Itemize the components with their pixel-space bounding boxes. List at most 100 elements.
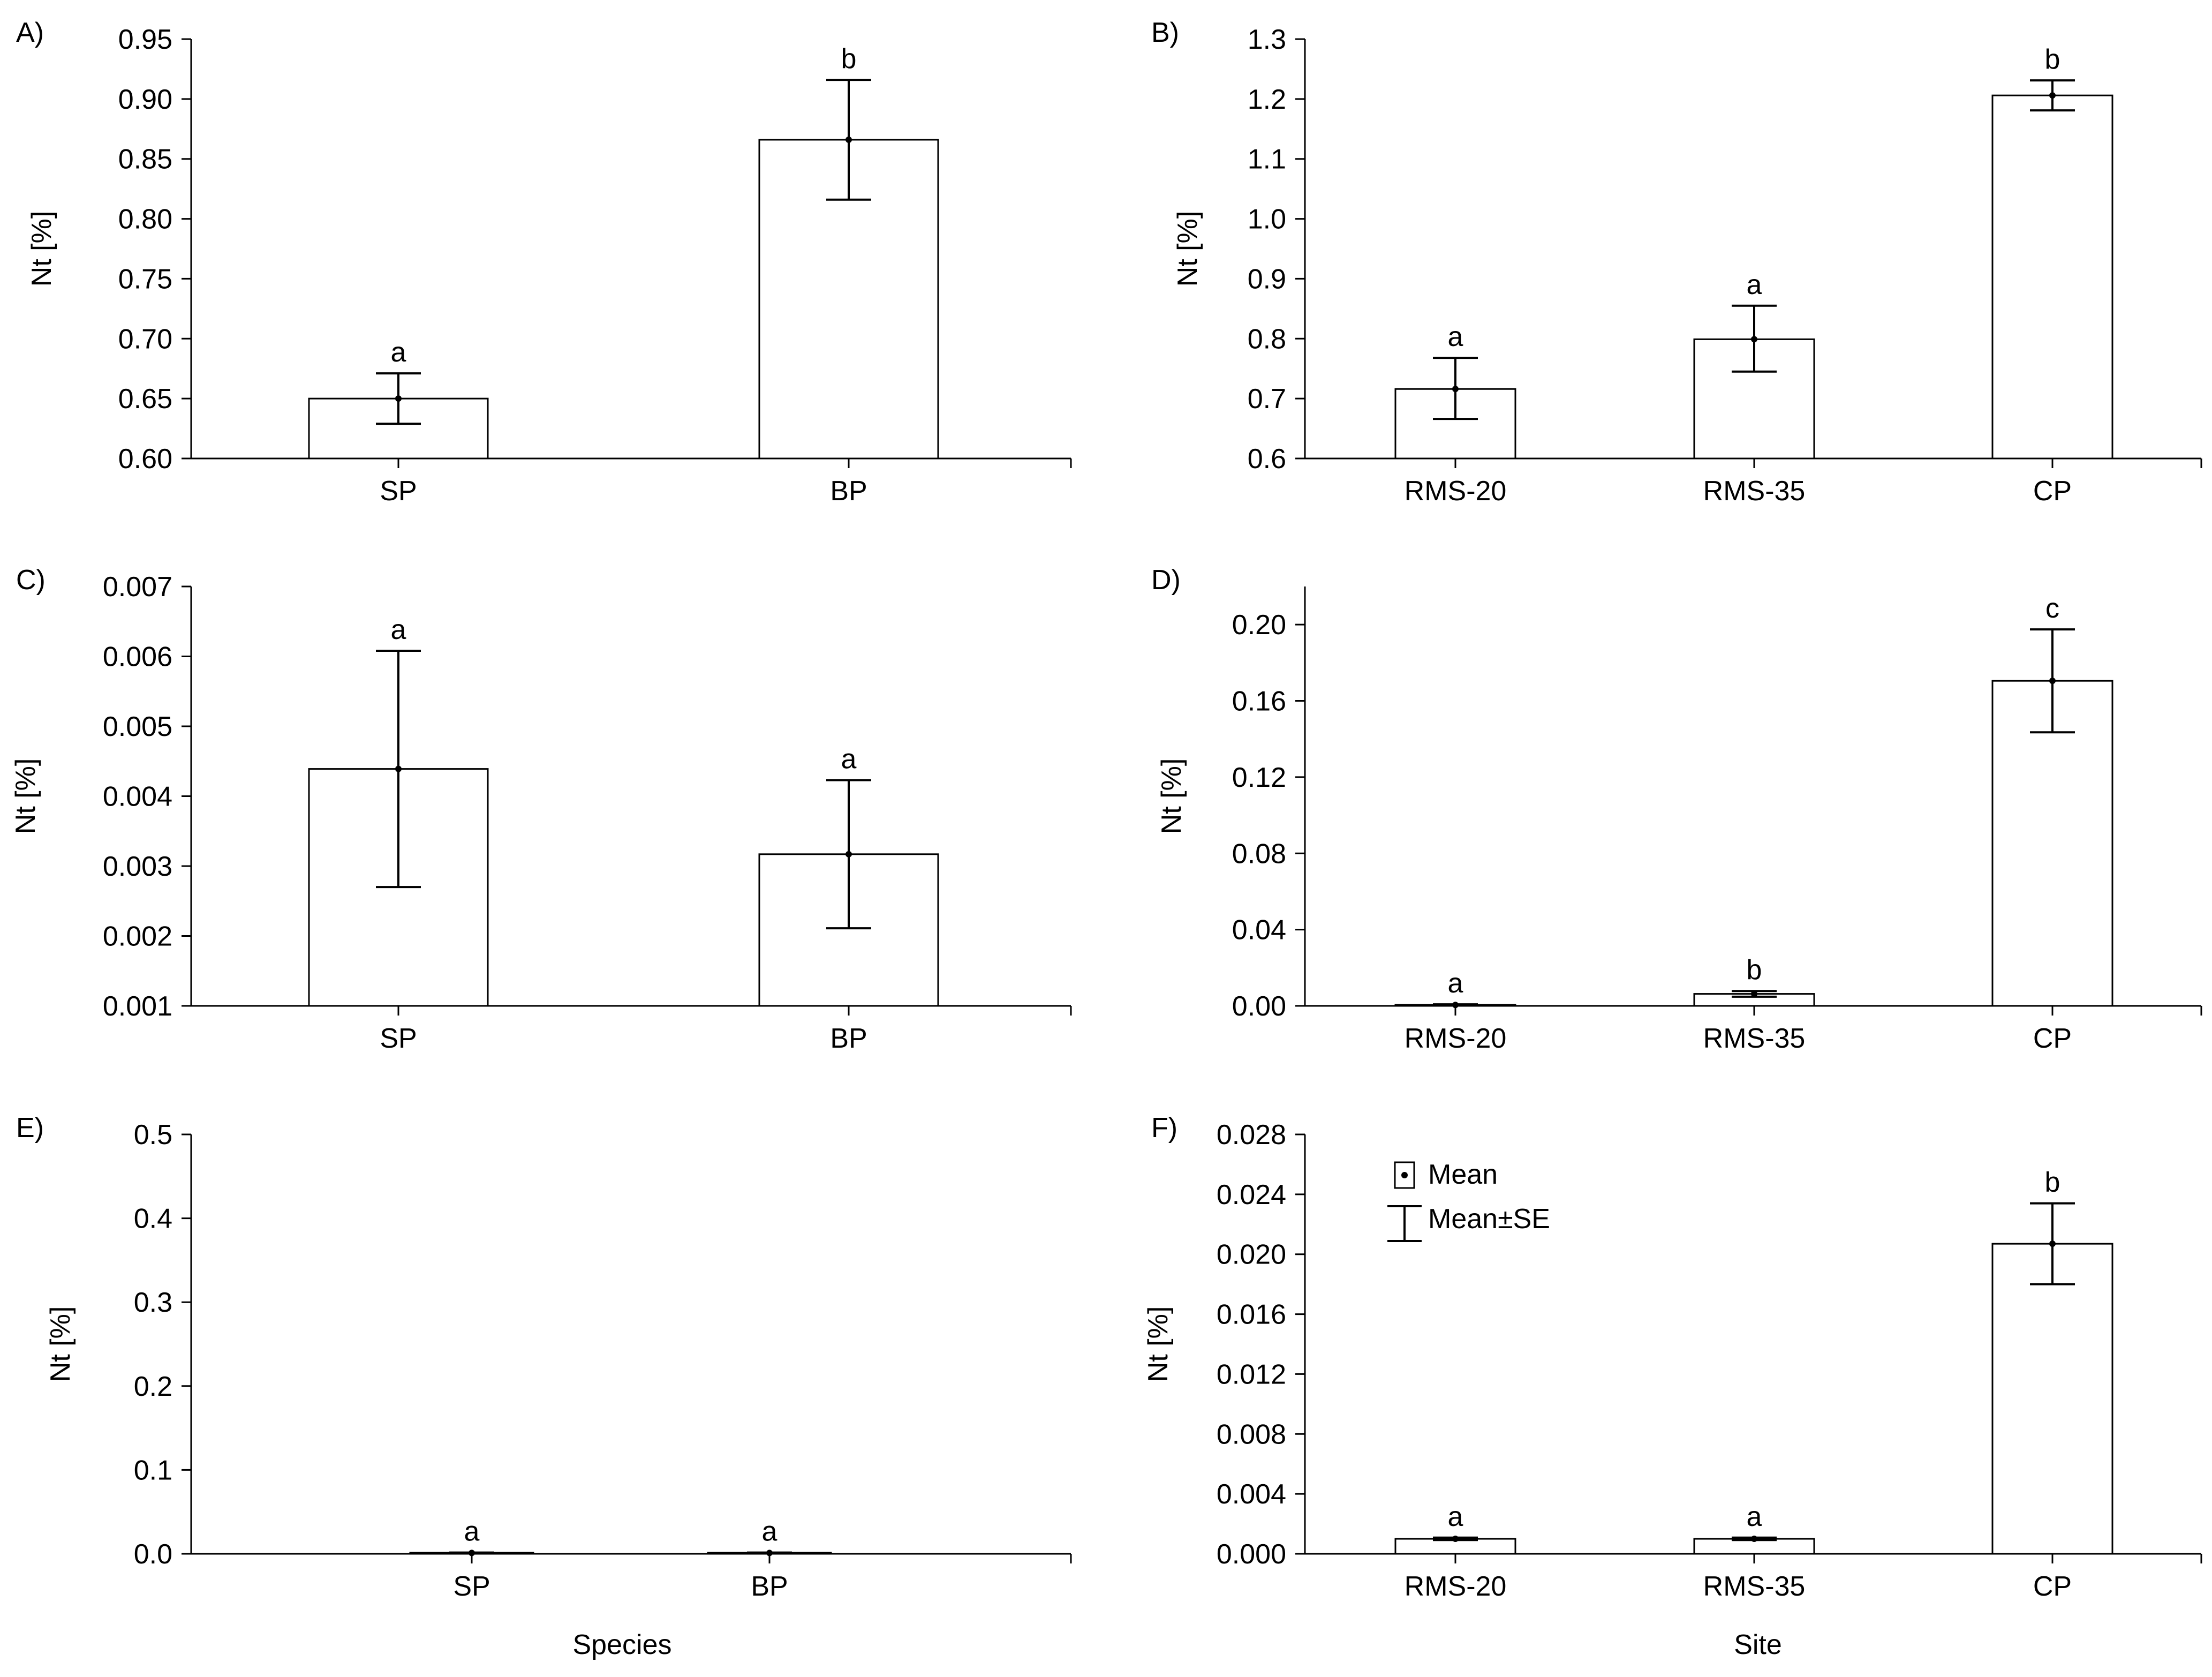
mean-point-cp bbox=[2049, 92, 2056, 99]
mean-point-sp bbox=[395, 395, 402, 402]
y-tick-label: 0.3 bbox=[134, 1287, 172, 1318]
x-tick-label-sp: SP bbox=[380, 1023, 417, 1054]
chart-panel-c: C) 0.001 0.002 0.003 0.004 0.005 0.006 0.007 Nt … bbox=[10, 565, 1072, 1054]
x-tick-label-rms-35: RMS-35 bbox=[1703, 1023, 1806, 1054]
y-tick-label: 0.020 bbox=[1217, 1239, 1286, 1270]
mean-point-bp bbox=[845, 136, 852, 143]
mean-point-rms-20 bbox=[1452, 386, 1459, 393]
legend-mean-se-label: Mean±SE bbox=[1428, 1204, 1550, 1235]
significance-letter-bp: a bbox=[841, 743, 857, 774]
y-tick-label: 0.5 bbox=[134, 1119, 172, 1150]
significance-letter-sp: a bbox=[464, 1516, 480, 1547]
significance-letter-cp: c bbox=[2045, 593, 2059, 624]
panel-label: A) bbox=[16, 17, 44, 48]
chart-panel-b: B) 0.6 0.7 0.8 0.9 1.0 1.1 1.2 1.3 Nt [%] a RMS-20 a… bbox=[1151, 17, 2202, 507]
y-tick-label: 0.8 bbox=[1248, 324, 1286, 355]
y-tick-label: 0.00 bbox=[1232, 991, 1286, 1022]
y-axis-title: Nt [%] bbox=[1172, 211, 1203, 287]
panel-label: C) bbox=[16, 565, 46, 596]
chart-panel-d: D) 0.00 0.04 0.08 0.12 0.16 0.20 Nt [%] a RMS-20 b… bbox=[1151, 565, 2202, 1054]
y-tick-label: 0.005 bbox=[103, 711, 172, 742]
mean-point-sp bbox=[395, 765, 402, 772]
mean-point-bp bbox=[845, 851, 852, 858]
y-axis-title: Nt [%] bbox=[10, 758, 41, 834]
x-tick-label-cp: CP bbox=[2033, 1023, 2072, 1054]
chart-panel-e: E) 0.0 0.1 0.2 0.3 0.4 0.5 Nt [%] a SP a BP bbox=[16, 1112, 1072, 1602]
y-tick-label: 0.04 bbox=[1232, 915, 1286, 946]
y-tick-label: 0.2 bbox=[134, 1371, 172, 1402]
chart-panel-f: F) 0.000 0.004 0.008 0.012 0.016 0.020 0.024 0.0… bbox=[1143, 1112, 2202, 1602]
y-tick-label: 0.008 bbox=[1217, 1419, 1286, 1450]
x-tick-label-bp: BP bbox=[830, 1023, 867, 1054]
chart-panel-a: A) 0.60 0.65 0.70 0.75 0.80 0.85 0.90 0.95 Nt [%]… bbox=[16, 17, 1072, 507]
y-tick-label: 0.012 bbox=[1217, 1359, 1286, 1390]
y-axis-title: Nt [%] bbox=[26, 211, 57, 287]
x-axis-title-species: Species bbox=[573, 1629, 672, 1660]
x-tick-label-bp: BP bbox=[751, 1571, 788, 1602]
x-tick-label-cp: CP bbox=[2033, 476, 2072, 507]
legend-mean-marker bbox=[1394, 1161, 1415, 1189]
y-tick-label: 0.016 bbox=[1217, 1299, 1286, 1330]
y-tick-label: 0.1 bbox=[134, 1455, 172, 1486]
y-tick-label: 0.90 bbox=[118, 84, 172, 115]
mean-point-rms-35 bbox=[1751, 336, 1757, 343]
x-tick-label-cp: CP bbox=[2033, 1571, 2072, 1602]
y-tick-label: 0.9 bbox=[1248, 264, 1286, 295]
bar-cp bbox=[1991, 1243, 2113, 1555]
x-tick-label-rms-20: RMS-20 bbox=[1405, 1571, 1507, 1602]
significance-letter-rms-20: a bbox=[1448, 321, 1463, 352]
y-tick-label: 0.003 bbox=[103, 851, 172, 882]
mean-point-rms-35 bbox=[1751, 990, 1757, 997]
y-tick-label: 0.20 bbox=[1232, 610, 1286, 641]
significance-letter-rms-35: a bbox=[1747, 269, 1762, 300]
mean-point-rms-20 bbox=[1452, 1536, 1459, 1543]
panel-label: E) bbox=[16, 1112, 44, 1144]
bar-cp bbox=[1991, 94, 2113, 460]
y-tick-label: 1.0 bbox=[1248, 204, 1286, 235]
mean-point-rms-35 bbox=[1751, 1536, 1757, 1543]
y-tick-label: 0.6 bbox=[1248, 443, 1286, 475]
chart-panels: A) 0.60 0.65 0.70 0.75 0.80 0.85 0.90 0.95 Nt [%]… bbox=[10, 17, 2202, 1602]
y-tick-label: 0.95 bbox=[118, 24, 172, 55]
mean-point-cp bbox=[2049, 678, 2056, 685]
significance-letter-rms-35: a bbox=[1747, 1501, 1762, 1532]
y-tick-label: 0.004 bbox=[103, 781, 172, 813]
x-tick-label-sp: SP bbox=[453, 1571, 490, 1602]
panel-label: F) bbox=[1151, 1112, 1177, 1144]
significance-letter-sp: a bbox=[391, 614, 406, 645]
y-tick-label: 0.001 bbox=[103, 991, 172, 1022]
x-tick-label-rms-20: RMS-20 bbox=[1405, 476, 1507, 507]
significance-letter-rms-20: a bbox=[1448, 968, 1463, 999]
y-tick-label: 0.12 bbox=[1232, 762, 1286, 793]
mean-point-cp bbox=[2049, 1240, 2056, 1247]
y-tick-label: 0.16 bbox=[1232, 686, 1286, 717]
legend: Mean Mean±SE bbox=[1387, 1159, 1550, 1242]
x-tick-label-rms-35: RMS-35 bbox=[1703, 1571, 1806, 1602]
y-tick-label: 0.004 bbox=[1217, 1479, 1286, 1510]
y-tick-label: 0.75 bbox=[118, 264, 172, 295]
y-tick-label: 0.006 bbox=[103, 642, 172, 673]
mean-point-bp bbox=[766, 1550, 773, 1556]
y-axis-title: Nt [%] bbox=[45, 1306, 76, 1382]
significance-letter-rms-20: a bbox=[1448, 1501, 1463, 1532]
y-tick-label: 0.70 bbox=[118, 324, 172, 355]
y-tick-label: 0.80 bbox=[118, 204, 172, 235]
y-tick-label: 0.60 bbox=[118, 443, 172, 475]
x-tick-label-rms-20: RMS-20 bbox=[1405, 1023, 1507, 1054]
x-tick-label-bp: BP bbox=[830, 476, 867, 507]
legend-mean-label: Mean bbox=[1428, 1159, 1498, 1190]
y-tick-label: 0.85 bbox=[118, 144, 172, 175]
y-tick-label: 0.024 bbox=[1217, 1179, 1286, 1210]
significance-letter-sp: a bbox=[391, 337, 406, 368]
y-tick-label: 0.000 bbox=[1217, 1539, 1286, 1570]
panel-label: D) bbox=[1151, 565, 1181, 596]
y-tick-label: 0.0 bbox=[134, 1539, 172, 1570]
y-tick-label: 0.002 bbox=[103, 921, 172, 952]
mean-point-sp bbox=[469, 1550, 475, 1556]
x-axis-title-site: Site bbox=[1734, 1629, 1782, 1660]
significance-letter-rms-35: b bbox=[1747, 954, 1762, 986]
y-tick-label: 1.1 bbox=[1248, 144, 1286, 175]
significance-letter-bp: b bbox=[841, 43, 857, 74]
panel-label: B) bbox=[1151, 17, 1179, 48]
y-tick-label: 1.3 bbox=[1248, 24, 1286, 55]
